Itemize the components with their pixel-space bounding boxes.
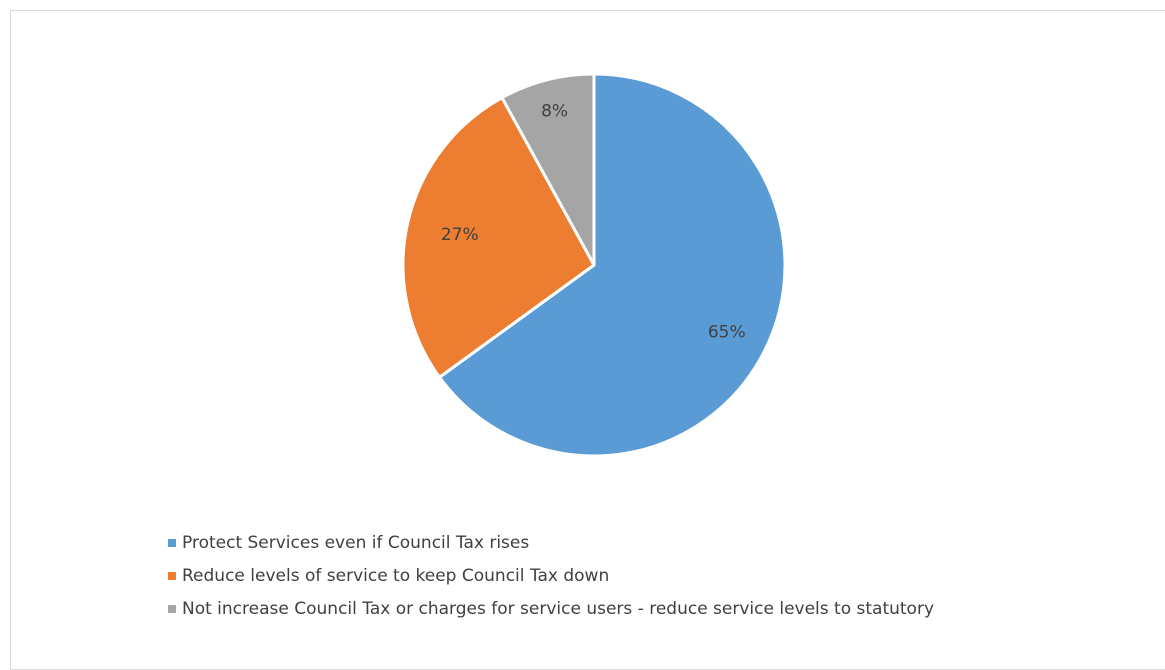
pie-data-labels: 65% 27% 8% bbox=[441, 101, 746, 342]
pie-slices bbox=[401, 72, 787, 458]
legend-label-not-increase-tax: Not increase Council Tax or charges for … bbox=[182, 598, 935, 619]
legend-swatch-protect-services bbox=[168, 538, 176, 547]
data-label-reduce-service: 27% bbox=[441, 225, 479, 245]
legend-item-reduce-service: Reduce levels of service to keep Council… bbox=[168, 559, 934, 592]
legend-item-protect-services: Protect Services even if Council Tax ris… bbox=[168, 526, 934, 559]
legend-swatch-reduce-service bbox=[168, 571, 176, 580]
legend-label-reduce-service: Reduce levels of service to keep Council… bbox=[182, 565, 610, 586]
pie-slice-reduce-service bbox=[401, 96, 596, 379]
pie-slice-protect-services bbox=[437, 72, 787, 458]
pie-slice-not-increase-tax bbox=[500, 72, 596, 267]
legend-swatch-not-increase-tax bbox=[168, 604, 176, 613]
legend-label-protect-services: Protect Services even if Council Tax ris… bbox=[182, 532, 530, 553]
legend-item-not-increase-tax: Not increase Council Tax or charges for … bbox=[168, 592, 934, 625]
data-label-not-increase-tax: 8% bbox=[541, 101, 568, 121]
legend: Protect Services even if Council Tax ris… bbox=[168, 526, 934, 625]
data-label-protect-services: 65% bbox=[708, 323, 746, 343]
